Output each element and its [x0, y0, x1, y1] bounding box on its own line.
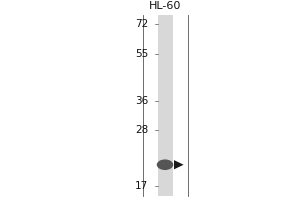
Text: 72: 72 [135, 19, 148, 29]
Bar [126, 15, 294, 196]
Text: 28: 28 [135, 125, 148, 135]
Polygon shape [174, 160, 184, 169]
Text: HL-60: HL-60 [149, 1, 181, 11]
Text: 36: 36 [135, 96, 148, 106]
Text: 55: 55 [135, 49, 148, 59]
Text: 17: 17 [135, 181, 148, 191]
Ellipse shape [157, 159, 173, 170]
Bar [158, 15, 172, 196]
